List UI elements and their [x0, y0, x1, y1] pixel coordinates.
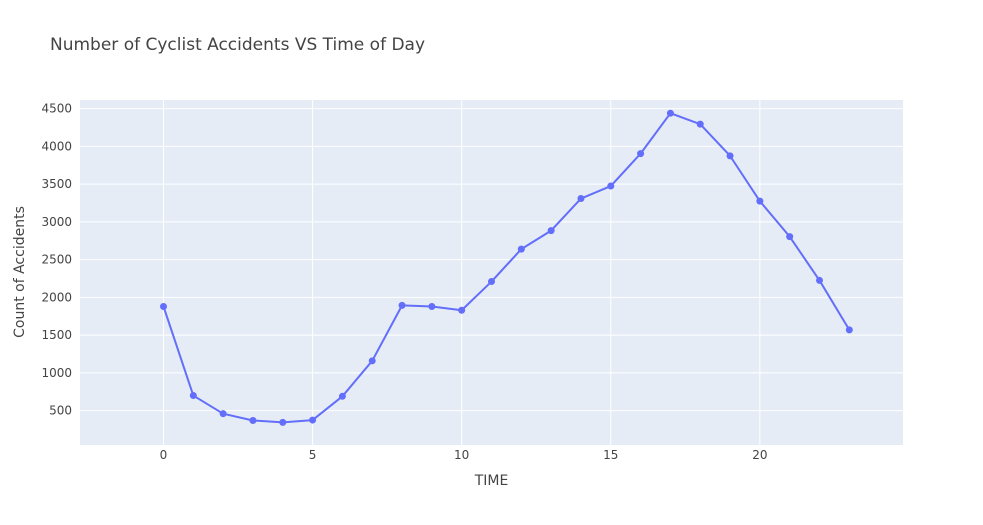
data-point	[368, 357, 376, 365]
series-layer	[159, 109, 853, 426]
data-point	[696, 120, 704, 128]
data-point	[338, 392, 346, 400]
data-point	[607, 182, 615, 190]
y-tick-label: 3000	[41, 215, 72, 229]
y-axis-title: Count of Accidents	[12, 206, 28, 338]
data-point	[159, 302, 167, 310]
tick-layer: 500 1000 1500 2000 2500 3000 3500 4000 4500 0 5 10 1…	[41, 102, 767, 462]
data-point	[219, 410, 227, 418]
data-point	[816, 276, 824, 284]
data-point	[845, 326, 853, 334]
data-point	[637, 150, 645, 158]
data-point	[279, 418, 287, 426]
chart-title: Number of Cyclist Accidents VS Time of D…	[50, 35, 425, 55]
y-tick-label: 1000	[41, 366, 72, 380]
data-point	[577, 195, 585, 203]
data-point	[249, 416, 257, 424]
x-tick-label: 5	[309, 448, 317, 462]
data-point	[189, 392, 197, 400]
data-point	[488, 278, 495, 286]
data-point	[786, 233, 794, 241]
y-tick-label: 3500	[41, 177, 72, 191]
y-tick-label: 500	[49, 404, 72, 418]
data-point	[726, 152, 734, 160]
x-tick-label: 0	[160, 448, 168, 462]
y-tick-label: 4500	[41, 102, 72, 116]
y-tick-label: 1500	[41, 328, 72, 342]
x-axis-title: TIME	[474, 473, 509, 489]
data-point	[547, 227, 555, 235]
plot-background	[80, 100, 903, 445]
data-point	[756, 197, 764, 205]
y-tick-label: 2500	[41, 253, 72, 267]
grid-layer	[80, 100, 903, 445]
y-tick-label: 2000	[41, 290, 72, 304]
data-point	[398, 301, 406, 309]
y-tick-label: 4000	[41, 139, 72, 153]
data-point	[428, 302, 436, 310]
data-point	[666, 109, 674, 117]
x-tick-label: 20	[752, 448, 767, 462]
x-tick-label: 15	[603, 448, 618, 462]
data-point	[309, 416, 317, 424]
series-line	[162, 112, 851, 424]
x-tick-label: 10	[454, 448, 469, 462]
data-point	[517, 245, 525, 253]
data-point	[458, 306, 466, 314]
